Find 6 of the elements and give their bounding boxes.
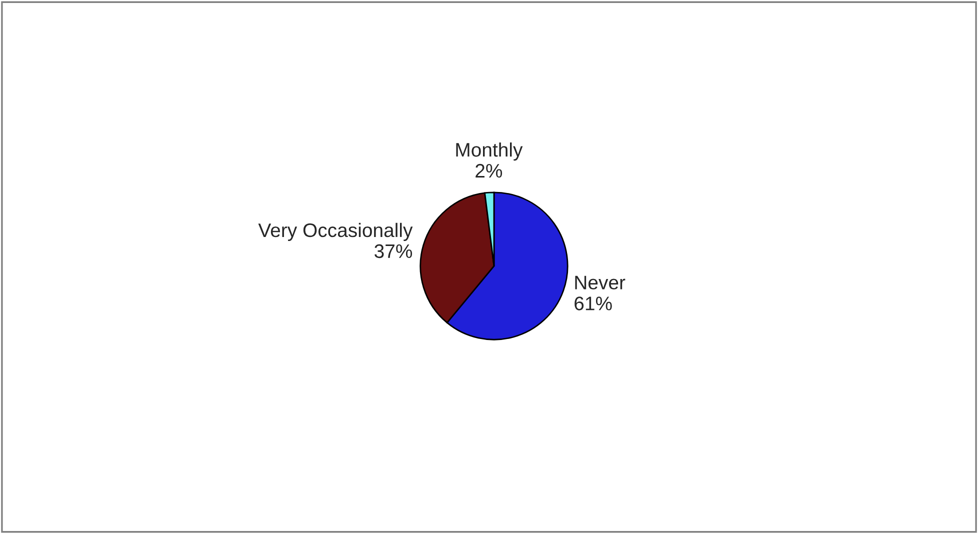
slice-label: Never	[575, 276, 626, 290]
data-label: 37%	[374, 244, 412, 258]
data-label: 61%	[574, 296, 612, 310]
slice-label: Monthly	[456, 142, 523, 161]
data-label: 2%	[476, 164, 502, 178]
slice-label: Very Occasionally	[258, 222, 413, 241]
